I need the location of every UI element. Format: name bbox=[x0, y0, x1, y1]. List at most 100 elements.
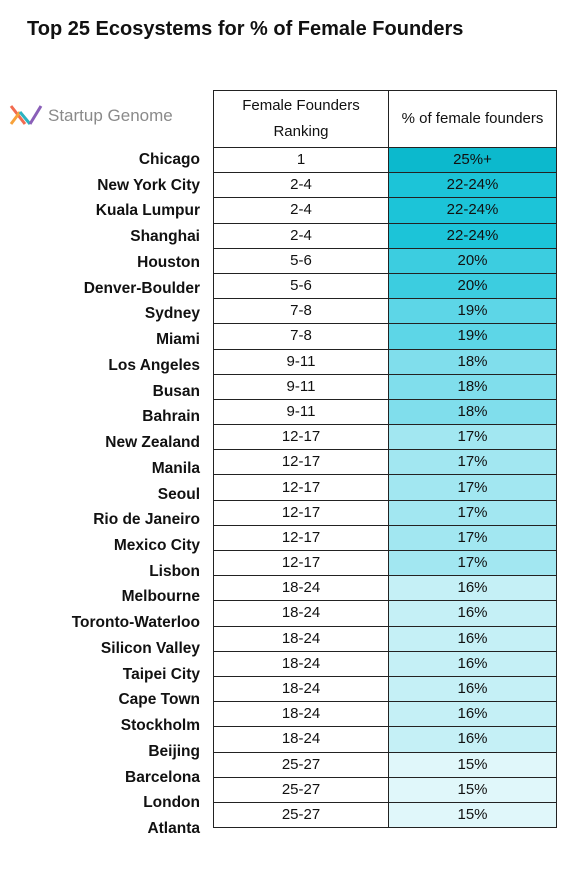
city-label: Taipei City bbox=[122, 665, 200, 683]
percent-cell: 16% bbox=[388, 650, 557, 677]
percent-cell: 25%+ bbox=[388, 146, 557, 174]
table-row: 12-17 17% bbox=[213, 524, 557, 552]
table-row: 5-6 20% bbox=[213, 247, 557, 274]
percent-cell: 20% bbox=[388, 247, 557, 274]
rank-cell: 18-24 bbox=[213, 600, 389, 627]
table-row: 12-17 17% bbox=[213, 474, 557, 501]
percent-cell: 15% bbox=[388, 751, 557, 778]
rank-cell: 12-17 bbox=[213, 549, 389, 577]
city-label: Busan bbox=[152, 382, 200, 400]
rank-cell: 18-24 bbox=[213, 726, 389, 753]
rank-cell: 12-17 bbox=[213, 524, 389, 552]
rank-cell: 9-11 bbox=[213, 373, 389, 400]
percent-cell: 20% bbox=[388, 272, 557, 300]
table-body: 1 25%+ 2-4 22-24% 2-4 22-24% 2-4 22-24% 5-6 20% 5-… bbox=[213, 146, 557, 829]
rank-cell: 18-24 bbox=[213, 675, 389, 703]
table-row: 2-4 22-24% bbox=[213, 197, 557, 224]
city-label: Beijing bbox=[148, 742, 200, 760]
rank-cell: 25-27 bbox=[213, 776, 389, 803]
table-row: 25-27 15% bbox=[213, 776, 557, 803]
table-row: 2-4 22-24% bbox=[213, 222, 557, 249]
city-label: Silicon Valley bbox=[100, 639, 200, 657]
city-label: Chicago bbox=[138, 151, 200, 168]
rank-cell: 2-4 bbox=[213, 172, 389, 199]
city-label: Rio de Janeiro bbox=[93, 511, 200, 529]
table-row: 18-24 16% bbox=[213, 675, 557, 703]
city-label: Lisbon bbox=[149, 562, 200, 580]
table-row: 12-17 17% bbox=[213, 499, 557, 526]
percent-cell: 17% bbox=[388, 474, 557, 501]
header-cell: % of female founders bbox=[388, 90, 557, 148]
table-row: 12-17 17% bbox=[213, 424, 557, 451]
percent-cell: 16% bbox=[388, 575, 557, 602]
rank-cell: 25-27 bbox=[213, 751, 389, 778]
city-label: Manila bbox=[151, 459, 200, 477]
city-label: Seoul bbox=[157, 485, 200, 503]
logo-text: Startup Genome bbox=[48, 106, 173, 125]
table-row: 9-11 18% bbox=[213, 348, 557, 375]
logo: Startup Genome bbox=[8, 102, 173, 130]
percent-cell: 16% bbox=[388, 625, 557, 652]
percent-cell: 16% bbox=[388, 675, 557, 703]
percent-cell: 18% bbox=[388, 373, 557, 400]
table-row: 25-27 15% bbox=[213, 751, 557, 778]
percent-cell: 17% bbox=[388, 524, 557, 552]
percent-cell: 17% bbox=[388, 449, 557, 476]
rank-cell: 7-8 bbox=[213, 323, 389, 350]
table-row: 25-27 15% bbox=[213, 801, 557, 829]
percent-cell: 22-24% bbox=[388, 222, 557, 249]
rank-cell: 12-17 bbox=[213, 499, 389, 526]
city-label: New Zealand bbox=[105, 434, 200, 452]
table-row: 1 25%+ bbox=[213, 146, 557, 174]
rank-cell: 25-27 bbox=[213, 801, 389, 829]
table-row: 18-24 16% bbox=[213, 650, 557, 677]
table-row: 9-11 18% bbox=[213, 398, 557, 426]
percent-cell: 22-24% bbox=[388, 197, 557, 224]
logo-icon bbox=[9, 105, 43, 125]
table-row: 9-11 18% bbox=[213, 373, 557, 400]
rank-cell: 1 bbox=[213, 146, 389, 174]
percent-cell: 19% bbox=[388, 298, 557, 325]
city-label: Atlanta bbox=[147, 820, 200, 838]
table-row: 12-17 17% bbox=[213, 449, 557, 476]
city-label: New York City bbox=[97, 176, 200, 194]
percent-cell: 18% bbox=[388, 348, 557, 375]
percent-cell: 22-24% bbox=[388, 172, 557, 199]
percent-cell: 16% bbox=[388, 600, 557, 627]
city-label: Melbourne bbox=[121, 588, 200, 606]
rank-cell: 7-8 bbox=[213, 298, 389, 325]
city-label: Denver-Boulder bbox=[83, 279, 200, 297]
rank-cell: 5-6 bbox=[213, 272, 389, 300]
city-label: Sydney bbox=[144, 305, 200, 323]
city-label: Cape Town bbox=[118, 691, 200, 709]
percent-cell: 19% bbox=[388, 323, 557, 350]
rank-cell: 12-17 bbox=[213, 424, 389, 451]
table-row: 5-6 20% bbox=[213, 272, 557, 300]
city-label: Stockholm bbox=[120, 717, 200, 735]
table-row: 7-8 19% bbox=[213, 298, 557, 325]
rank-cell: 9-11 bbox=[213, 398, 389, 426]
table-row: 18-24 16% bbox=[213, 701, 557, 728]
table-row: 18-24 16% bbox=[213, 600, 557, 627]
city-label: Mexico City bbox=[113, 537, 200, 555]
city-label: Shanghai bbox=[130, 228, 200, 246]
percent-cell: 17% bbox=[388, 424, 557, 451]
city-label: London bbox=[143, 794, 200, 812]
rank-cell: 5-6 bbox=[213, 247, 389, 274]
city-labels: Chicago New York City Kuala Lumpur Shanghai… bbox=[72, 147, 200, 842]
percent-cell: 16% bbox=[388, 726, 557, 753]
city-label: Miami bbox=[156, 331, 200, 349]
header-row: Female Founders Ranking % of female foun… bbox=[213, 90, 557, 148]
percent-cell: 15% bbox=[388, 801, 557, 829]
table-row: 12-17 17% bbox=[213, 549, 557, 577]
table-row: 18-24 16% bbox=[213, 726, 557, 753]
city-label: Toronto-Waterloo bbox=[71, 614, 200, 632]
percent-cell: 16% bbox=[388, 701, 557, 728]
table-row: 18-24 16% bbox=[213, 625, 557, 652]
percent-cell: 18% bbox=[388, 398, 557, 426]
rank-cell: 12-17 bbox=[213, 449, 389, 476]
city-label: Barcelona bbox=[125, 768, 200, 786]
city-label: Los Angeles bbox=[108, 356, 200, 374]
rank-cell: 2-4 bbox=[213, 197, 389, 224]
